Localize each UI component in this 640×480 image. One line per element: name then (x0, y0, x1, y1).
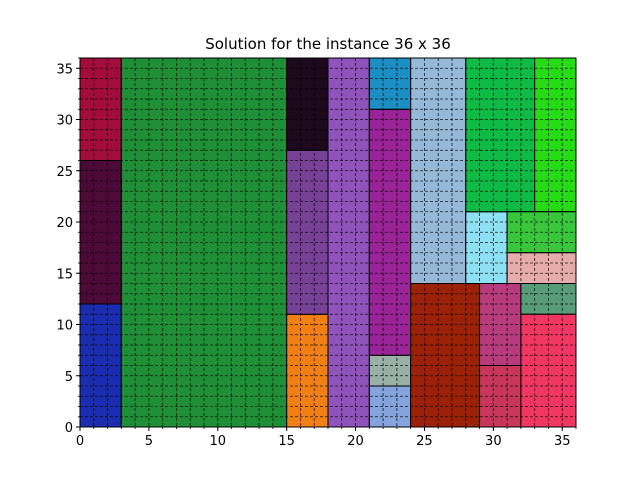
rectangle-7 (286, 57, 329, 151)
plot-frame (79, 57, 577, 428)
x-tick-label: 10 (210, 434, 227, 449)
y-tick-label: 25 (56, 165, 73, 180)
x-tick-label: 25 (416, 434, 433, 449)
grid-layer (80, 58, 576, 427)
x-tick-label: 5 (145, 434, 153, 449)
ticks-layer: 0 5 10 15 20 25 30 35 0 5 10 15 20 25 30 35 (56, 57, 577, 449)
x-tick-label: 15 (278, 434, 295, 449)
rectangle-15 (465, 211, 508, 284)
y-tick-label: 10 (56, 319, 73, 334)
y-tick-label: 15 (56, 267, 73, 282)
y-tick-label: 30 (56, 114, 73, 129)
chart-title: Solution for the instance 36 x 36 (205, 35, 451, 53)
rectangle-19 (506, 252, 577, 284)
rectangle-16 (465, 57, 536, 213)
x-tick-label: 0 (76, 434, 84, 449)
y-tick-label: 5 (65, 370, 73, 385)
rectangle-12 (368, 57, 412, 110)
rectangle-8 (327, 57, 370, 428)
x-tick-label: 30 (485, 434, 502, 449)
rectangle-17 (534, 57, 577, 213)
x-tick-label: 20 (347, 434, 364, 449)
rectangle-10 (368, 354, 412, 387)
y-tick-label: 0 (65, 421, 73, 436)
rectangle-5 (286, 313, 329, 428)
y-tick-label: 20 (56, 216, 73, 231)
y-tick-label: 35 (56, 62, 73, 77)
x-tick-label: 35 (554, 434, 571, 449)
